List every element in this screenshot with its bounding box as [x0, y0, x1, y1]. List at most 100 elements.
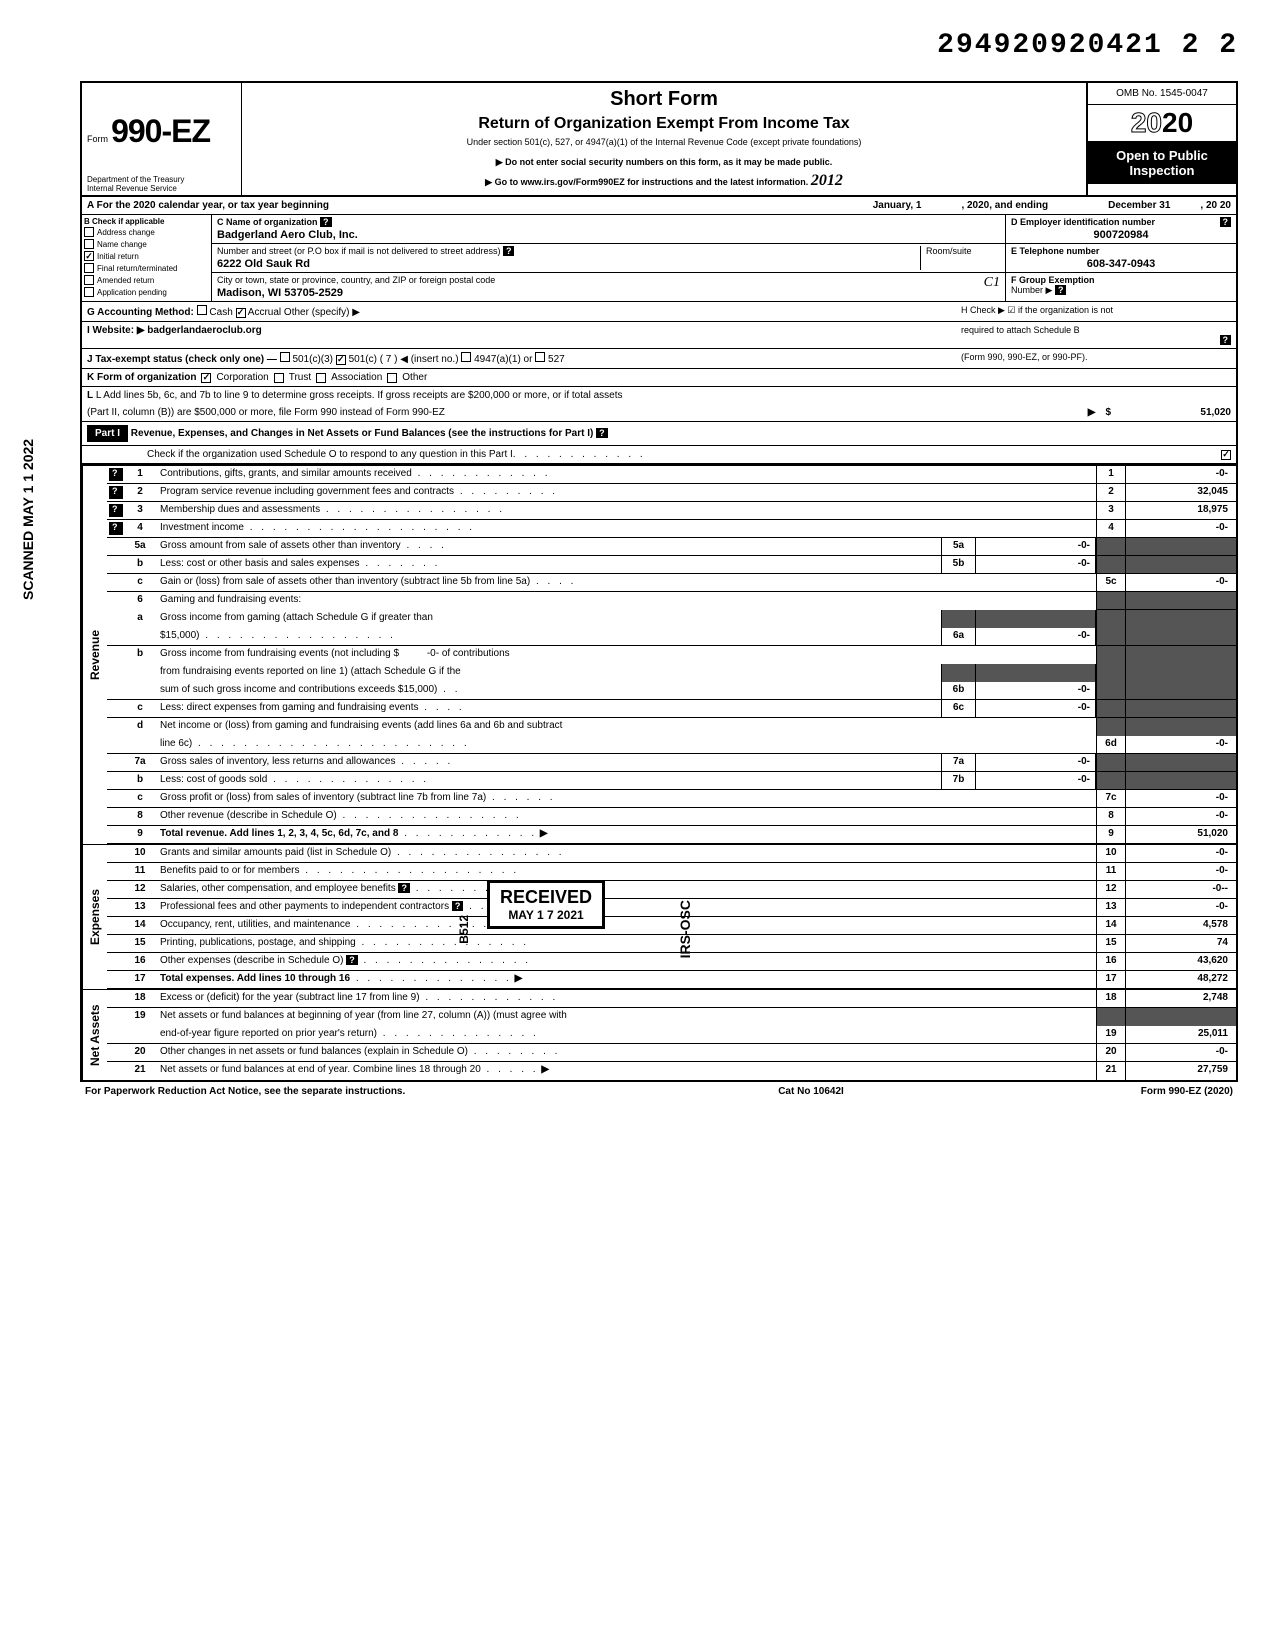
- checkbox-address[interactable]: [84, 227, 94, 237]
- checkbox-accrual[interactable]: [236, 308, 246, 318]
- row-l-text1: L Add lines 5b, 6c, and 7b to line 9 to …: [96, 390, 623, 401]
- j-opt1: 501(c)(3): [292, 354, 333, 365]
- line-6a-desc1: Gross income from gaming (attach Schedul…: [155, 610, 941, 628]
- row-a-suffix: , 20 20: [1200, 200, 1231, 211]
- line-9-num: 9: [125, 826, 155, 843]
- line-6d-shaded: [1096, 718, 1126, 736]
- footer-right: Form 990-EZ (2020): [1053, 1086, 1233, 1097]
- checkbox-501c3[interactable]: [280, 352, 290, 362]
- line-7b-mval: -0-: [976, 772, 1096, 789]
- netassets-section: Net Assets 18 Excess or (deficit) for th…: [82, 989, 1236, 1080]
- line-1: ? 1 Contributions, gifts, grants, and si…: [107, 466, 1236, 484]
- line-8-rval: -0-: [1126, 808, 1236, 825]
- checkbox-schedule-o[interactable]: [1221, 450, 1231, 460]
- checkbox-other[interactable]: [387, 373, 397, 383]
- row-gh: G Accounting Method: Cash Accrual Other …: [82, 302, 1236, 322]
- help-4[interactable]: ?: [109, 522, 123, 535]
- help-1[interactable]: ?: [109, 468, 123, 481]
- side-label-netassets: Net Assets: [82, 990, 107, 1080]
- line-2-rnum: 2: [1096, 484, 1126, 501]
- line-13: 13 Professional fees and other payments …: [107, 899, 1236, 917]
- expenses-section: Expenses RECEIVED MAY 1 7 2021 IRS-OSC B…: [82, 844, 1236, 989]
- line-6b-shaded: [1096, 646, 1126, 664]
- line-6-desc: Gaming and fundraising events:: [155, 592, 1096, 610]
- line-6c-mnum: 6c: [941, 700, 976, 717]
- line-14-rnum: 14: [1096, 917, 1126, 934]
- k-corp: Corporation: [216, 372, 268, 383]
- line-7c: c Gross profit or (loss) from sales of i…: [107, 790, 1236, 808]
- help-icon-d[interactable]: ?: [1220, 217, 1232, 227]
- checkbox-initial[interactable]: [84, 251, 94, 261]
- cb-label-name: Name change: [97, 240, 147, 249]
- line-21-rnum: 21: [1096, 1062, 1126, 1080]
- line-6b-shaded-v: [1126, 646, 1236, 664]
- line-6a-num: a: [125, 610, 155, 628]
- line-5b-mval: -0-: [976, 556, 1096, 573]
- line-13-desc: Professional fees and other payments to …: [160, 901, 449, 912]
- line-7a-desc: Gross sales of inventory, less returns a…: [160, 756, 395, 767]
- line-16-rnum: 16: [1096, 953, 1126, 970]
- line-5a-num: 5a: [125, 538, 155, 555]
- j-opt3: 4947(a)(1) or: [474, 354, 532, 365]
- year-outline: 20: [1131, 107, 1162, 138]
- checkbox-pending[interactable]: [84, 287, 94, 297]
- line-5c: c Gain or (loss) from sale of assets oth…: [107, 574, 1236, 592]
- line-9-desc: Total revenue. Add lines 1, 2, 3, 4, 5c,…: [160, 828, 398, 839]
- part1-check-row: Check if the organization used Schedule …: [82, 446, 1236, 464]
- line-3-desc: Membership dues and assessments: [160, 504, 320, 515]
- checkbox-name[interactable]: [84, 239, 94, 249]
- line-12-num: 12: [125, 881, 155, 898]
- checkbox-final[interactable]: [84, 263, 94, 273]
- help-icon-h[interactable]: ?: [1220, 335, 1232, 345]
- help-12[interactable]: ?: [398, 883, 410, 893]
- handwritten-c: C1: [984, 275, 1000, 291]
- col-b: B Check if applicable Address change Nam…: [82, 215, 212, 301]
- line-17-desc: Total expenses. Add lines 10 through 16: [160, 973, 350, 984]
- help-2[interactable]: ?: [109, 486, 123, 499]
- help-icon-part1[interactable]: ?: [596, 428, 608, 438]
- line-11-rval: -0-: [1126, 863, 1236, 880]
- help-icon[interactable]: ?: [320, 217, 332, 227]
- line-16-desc: Other expenses (describe in Schedule O): [160, 955, 343, 966]
- checkbox-amended[interactable]: [84, 275, 94, 285]
- cash-label: Cash: [209, 307, 232, 318]
- line-15-desc: Printing, publications, postage, and shi…: [160, 937, 356, 948]
- help-icon-2[interactable]: ?: [503, 246, 515, 256]
- line-4-desc: Investment income: [160, 522, 244, 533]
- row-a-end: December 31: [1108, 200, 1170, 211]
- side-label-revenue: Revenue: [82, 466, 107, 844]
- line-6b-3: sum of such gross income and contributio…: [107, 682, 1236, 700]
- help-16[interactable]: ?: [346, 955, 358, 965]
- checkbox-assoc[interactable]: [316, 373, 326, 383]
- help-3[interactable]: ?: [109, 504, 123, 517]
- line-20-rnum: 20: [1096, 1044, 1126, 1061]
- header-right: OMB No. 1545-0047 2020 Open to Public In…: [1086, 83, 1236, 195]
- line-18-num: 18: [125, 990, 155, 1007]
- line-6a-shaded: [1096, 610, 1126, 628]
- col-de: D Employer identification number ? 90072…: [1006, 215, 1236, 301]
- help-icon-f[interactable]: ?: [1055, 285, 1067, 295]
- line-21-rval: 27,759: [1126, 1062, 1236, 1080]
- line-18-rnum: 18: [1096, 990, 1126, 1007]
- line-12: 12 Salaries, other compensation, and emp…: [107, 881, 1236, 899]
- checkbox-527[interactable]: [535, 352, 545, 362]
- line-7a-mnum: 7a: [941, 754, 976, 771]
- checkbox-corp[interactable]: [201, 373, 211, 383]
- header-center: Short Form Return of Organization Exempt…: [242, 83, 1086, 195]
- checkbox-trust[interactable]: [274, 373, 284, 383]
- row-h-text2: required to attach Schedule B: [961, 325, 1231, 335]
- line-6-num: 6: [125, 592, 155, 610]
- dept-line2: Internal Revenue Service: [87, 184, 247, 193]
- checkbox-501c[interactable]: [336, 355, 346, 365]
- help-13[interactable]: ?: [452, 901, 464, 911]
- phone-label: E Telephone number: [1011, 246, 1099, 256]
- line-18: 18 Excess or (deficit) for the year (sub…: [107, 990, 1236, 1008]
- form-header: Form 990-EZ Department of the Treasury I…: [82, 83, 1236, 197]
- line-5b-shaded-v: [1126, 556, 1236, 573]
- line-6b-desc1: Gross income from fundraising events (no…: [160, 648, 399, 659]
- col-b-label: B Check if applicable: [84, 217, 209, 226]
- line-8-desc: Other revenue (describe in Schedule O): [160, 810, 337, 821]
- line-4-num: 4: [125, 520, 155, 537]
- checkbox-4947[interactable]: [461, 352, 471, 362]
- checkbox-cash[interactable]: [197, 305, 207, 315]
